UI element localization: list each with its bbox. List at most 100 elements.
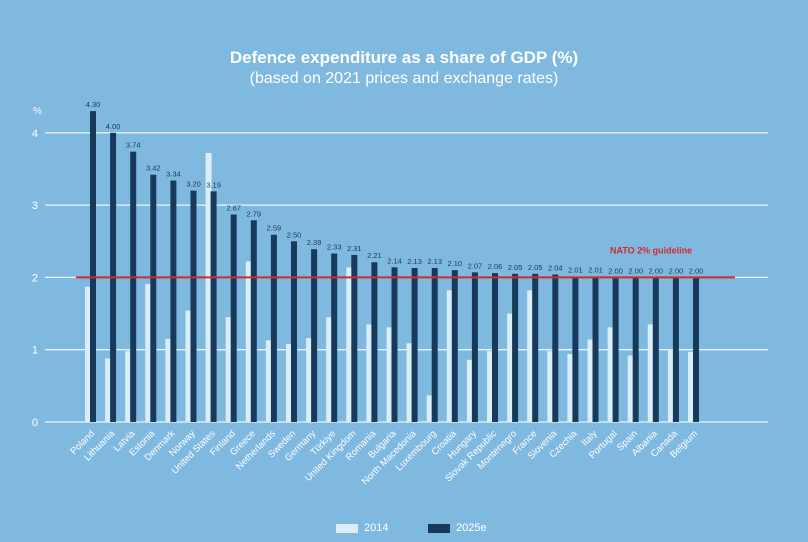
bar-2014-Denmark (165, 338, 172, 422)
bar-2025e-Hungary (471, 272, 478, 422)
bar-2025e-Portugal (612, 277, 619, 422)
bar-2025e-Germany (311, 249, 318, 422)
bar-2014-Türkiye (326, 317, 333, 422)
data-label-2025e: 2.05 (508, 263, 523, 272)
bar-2025e-Latvia (130, 151, 137, 422)
bar-2014-Portugal (607, 327, 614, 422)
bar-2014-Slovak Republic (487, 351, 493, 422)
bar-2014-Bulgaria (386, 327, 393, 422)
y-tick-label: 4 (32, 128, 38, 140)
legend-swatch-2014 (336, 523, 358, 533)
data-label-2025e: 2.79 (246, 209, 261, 218)
data-label-2025e: 2.39 (307, 238, 322, 247)
bar-2025e-Greece (250, 220, 257, 422)
bar-2025e-North Macedonia (411, 268, 418, 422)
bar-2025e-United States (210, 191, 217, 422)
y-axis-label: % (33, 106, 42, 117)
bar-2025e-Slovenia (552, 274, 559, 422)
data-label-2025e: 2.05 (528, 263, 543, 272)
bar-2025e-Belgium (693, 277, 699, 422)
bar-2014-Montenegro (507, 313, 514, 422)
data-label-2025e: 3.19 (206, 180, 221, 189)
data-label-2025e: 2.31 (347, 244, 362, 253)
y-tick-label: 0 (32, 417, 38, 429)
bar-2014-Spain (627, 355, 634, 422)
data-label-2025e: 2.07 (468, 261, 483, 270)
bar-2014-Norway (185, 310, 192, 422)
data-label-2025e: 2.13 (407, 257, 422, 266)
data-label-2025e: 3.20 (186, 180, 201, 189)
bar-2025e-Slovak Republic (492, 273, 498, 422)
bar-2025e-Montenegro (512, 273, 519, 422)
bar-2025e-Czechia (572, 276, 579, 422)
legend-item-2014: 2014 (336, 522, 388, 534)
bar-2025e-Netherlands (270, 234, 277, 422)
data-label-2025e: 2.13 (427, 257, 442, 266)
data-label-2025e: 2.00 (648, 266, 663, 275)
data-label-2025e: 2.50 (287, 230, 302, 239)
legend-label-2025e: 2025e (456, 522, 487, 534)
bar-2014-Albania (647, 324, 654, 422)
data-label-2025e: 3.42 (146, 164, 161, 173)
bar-2014-Netherlands (265, 340, 272, 422)
data-label-2025e: 2.21 (367, 251, 382, 260)
bar-2014-Greece (245, 261, 252, 422)
bar-2014-United States (205, 153, 212, 422)
bar-2025e-Poland (90, 111, 96, 423)
bar-2025e-Spain (632, 277, 639, 422)
data-label-2025e: 2.00 (608, 266, 623, 275)
bar-2025e-Bulgaria (391, 267, 398, 422)
bar-2025e-Albania (652, 277, 659, 422)
bar-2025e-France (532, 273, 539, 422)
bar-2014-Czechia (567, 354, 574, 422)
bar-2014-United Kingdom (346, 267, 353, 422)
bar-2025e-Denmark (170, 180, 177, 422)
y-tick-label: 3 (32, 200, 38, 212)
bar-2025e-Finland (230, 214, 237, 422)
bar-2025e-Italy (592, 276, 599, 422)
data-label-2025e: 4.30 (86, 100, 101, 109)
data-label-2025e: 2.14 (387, 256, 402, 265)
data-label-2025e: 4.00 (106, 122, 121, 131)
y-tick-label: 2 (32, 272, 38, 284)
data-label-2025e: 2.33 (327, 243, 342, 252)
data-label-2025e: 2.04 (548, 264, 563, 273)
data-label-2025e: 3.34 (166, 170, 181, 179)
data-label-2025e: 2.10 (447, 259, 462, 268)
chart-subtitle: (based on 2021 prices and exchange rates… (249, 70, 559, 87)
bar-2025e-Sweden (291, 241, 297, 422)
data-label-2025e: 2.59 (267, 224, 282, 233)
bar-2014-Hungary (466, 359, 473, 422)
bar-2014-Italy (587, 339, 594, 422)
data-label-2025e: 2.00 (689, 266, 704, 275)
chart-title: Defence expenditure as a share of GDP (%… (229, 48, 579, 67)
bar-2014-Finland (225, 317, 232, 422)
bar-2014-France (527, 290, 534, 422)
data-label-2025e: 2.01 (588, 266, 603, 275)
bar-2014-Latvia (125, 351, 132, 422)
bar-2025e-Luxembourg (431, 268, 438, 422)
legend-item-2025e: 2025e (428, 522, 487, 534)
bar-2025e-Estonia (150, 174, 157, 422)
bar-2014-Luxembourg (426, 395, 433, 422)
data-label-2025e: 2.06 (488, 262, 503, 271)
bar-2014-Romania (366, 324, 373, 422)
legend-label-2014: 2014 (364, 522, 389, 534)
bar-2014-Sweden (286, 343, 292, 422)
bar-2014-Canada (667, 348, 674, 422)
bar-2014-Estonia (145, 283, 152, 422)
data-label-2025e: 2.01 (568, 266, 583, 275)
bar-2014-Belgium (688, 351, 694, 422)
bar-2014-Germany (306, 338, 313, 422)
bar-2025e-United Kingdom (351, 254, 358, 422)
bar-2025e-Norway (190, 190, 197, 422)
data-label-2025e: 2.00 (669, 266, 684, 275)
legend-swatch-2025e (428, 523, 450, 533)
bar-2025e-Türkiye (331, 253, 338, 422)
bar-2025e-Canada (672, 277, 679, 422)
bar-2014-Lithuania (105, 358, 112, 422)
y-tick-label: 1 (32, 345, 38, 357)
bar-2014-Croatia (446, 290, 453, 422)
bar-2014-Poland (85, 286, 91, 422)
